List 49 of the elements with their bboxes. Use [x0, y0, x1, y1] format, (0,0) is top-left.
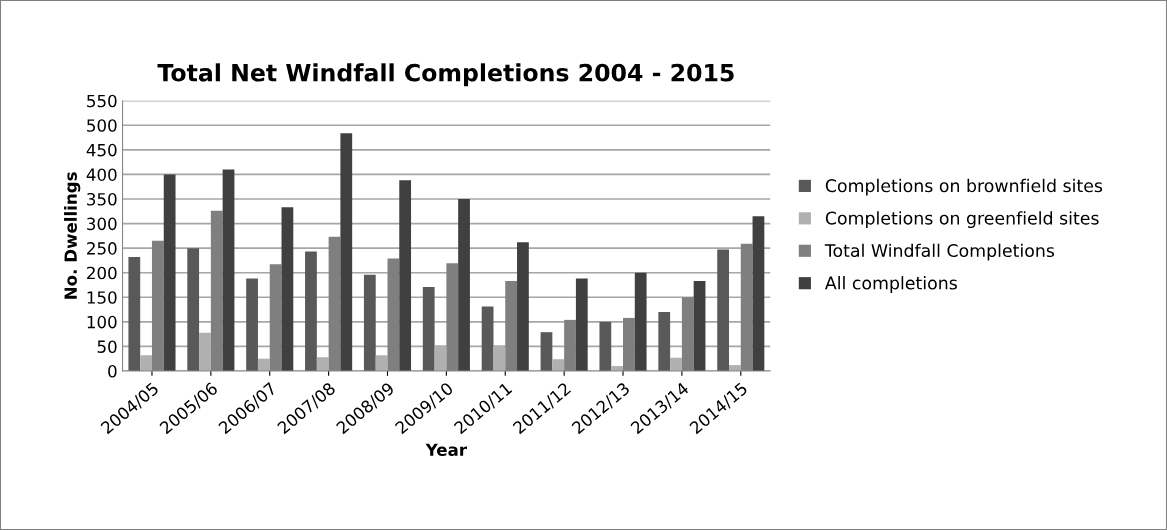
bar — [363, 274, 376, 371]
y-tick-label: 200 — [87, 266, 117, 280]
bar — [305, 251, 317, 371]
bar — [434, 345, 447, 371]
bar — [575, 278, 588, 371]
y-tick-label: 250 — [87, 242, 117, 255]
y-tick-label: 450 — [86, 143, 117, 157]
y-tick-label: 0 — [108, 364, 117, 378]
y-tick-label: 500 — [87, 119, 117, 132]
bar — [316, 357, 329, 371]
y-tick-label: 350 — [87, 192, 117, 206]
bar — [493, 345, 506, 371]
bar — [693, 281, 706, 371]
bar — [422, 286, 435, 371]
bar — [340, 133, 353, 371]
legend-label: Completions on greenfield sites — [825, 211, 1099, 229]
bar — [222, 169, 235, 371]
y-tick-label: 150 — [87, 291, 117, 304]
bar — [257, 358, 270, 371]
x-axis-title: Year — [425, 443, 467, 457]
bar — [163, 174, 176, 371]
bar — [517, 242, 529, 371]
bar — [540, 332, 553, 371]
bar — [599, 321, 612, 371]
y-tick-label: 100 — [87, 315, 117, 329]
bar — [281, 207, 294, 371]
bar — [140, 355, 152, 371]
y-tick-label: 550 — [87, 94, 117, 108]
chart-title: Total Net Windfall Completions 2004 - 2015 — [157, 63, 734, 87]
bar — [670, 357, 682, 371]
legend-label: All completions — [824, 276, 957, 293]
bar — [199, 332, 211, 371]
bar — [552, 359, 565, 371]
bar — [481, 306, 494, 371]
y-tick-label: 300 — [87, 217, 117, 231]
y-tick-label: 50 — [97, 340, 117, 353]
bar — [399, 180, 412, 371]
bar — [128, 256, 141, 371]
bar — [458, 198, 470, 371]
bar — [658, 312, 671, 371]
bar — [246, 278, 258, 371]
bar — [752, 216, 765, 371]
legend-label: Completions on brownfield sites — [825, 178, 1103, 196]
bar — [717, 249, 729, 371]
y-axis-title: No. Dwellings — [64, 172, 81, 299]
bar — [187, 248, 200, 371]
y-tick-label: 400 — [86, 168, 117, 181]
legend-label: Total Windfall Completions — [824, 243, 1055, 261]
bar — [634, 272, 647, 371]
